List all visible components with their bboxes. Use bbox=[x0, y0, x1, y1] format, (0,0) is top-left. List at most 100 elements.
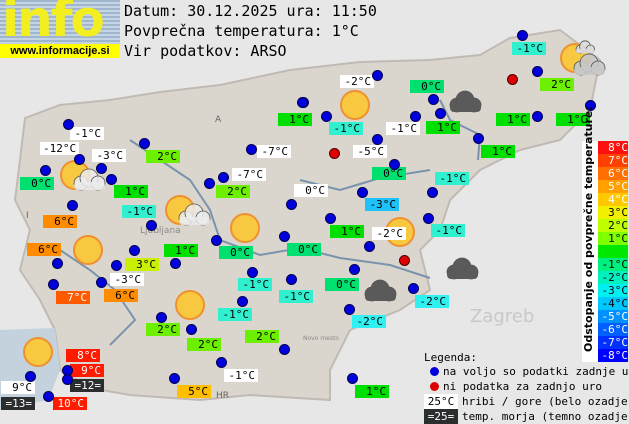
logo-url[interactable]: www.informacije.si bbox=[0, 44, 120, 58]
station-dot[interactable] bbox=[111, 260, 122, 271]
station-temperature: -3°C bbox=[365, 198, 399, 211]
station-dot[interactable] bbox=[297, 97, 308, 108]
station-dot[interactable] bbox=[347, 373, 358, 384]
scale-row: -6°C bbox=[598, 323, 628, 336]
station-dot[interactable] bbox=[435, 108, 446, 119]
station-dot[interactable] bbox=[532, 66, 543, 77]
station-dot[interactable] bbox=[40, 165, 51, 176]
station-temperature: 6°C bbox=[104, 289, 138, 302]
station-dot[interactable] bbox=[427, 187, 438, 198]
station-dot[interactable] bbox=[211, 235, 222, 246]
map-label-croatia: HR bbox=[216, 391, 229, 401]
station-dot[interactable] bbox=[247, 267, 258, 278]
station-temperature: -1°C bbox=[70, 127, 104, 140]
station-temperature: -5°C bbox=[353, 145, 387, 158]
station-dot-missing[interactable] bbox=[507, 74, 518, 85]
station-dot[interactable] bbox=[372, 134, 383, 145]
station-temperature: -2°C bbox=[372, 227, 406, 240]
station-temperature: =13= bbox=[1, 397, 35, 410]
station-dot[interactable] bbox=[170, 258, 181, 269]
station-dot[interactable] bbox=[96, 163, 107, 174]
station-dot[interactable] bbox=[129, 245, 140, 256]
station-dot[interactable] bbox=[67, 200, 78, 211]
station-dot-missing[interactable] bbox=[399, 255, 410, 266]
station-dot[interactable] bbox=[279, 344, 290, 355]
station-temperature: 2°C bbox=[245, 330, 279, 343]
scale-row: -3°C bbox=[598, 284, 628, 297]
station-temperature: 1°C bbox=[556, 113, 590, 126]
station-temperature: -1°C bbox=[279, 290, 313, 303]
map-label-austria: A bbox=[215, 115, 222, 125]
station-temperature: 9°C bbox=[70, 364, 104, 377]
station-dot[interactable] bbox=[349, 264, 360, 275]
station-dot[interactable] bbox=[62, 374, 73, 385]
station-dot[interactable] bbox=[286, 274, 297, 285]
sun-icon bbox=[23, 337, 53, 367]
legend-dark-text: temp. morja (temno ozadje) bbox=[462, 410, 629, 423]
station-dot[interactable] bbox=[372, 70, 383, 81]
map-label-italy: I bbox=[26, 211, 29, 221]
station-temperature: -1°C bbox=[218, 308, 252, 321]
station-dot[interactable] bbox=[156, 312, 167, 323]
station-dot[interactable] bbox=[585, 100, 596, 111]
station-temperature: -2°C bbox=[415, 295, 449, 308]
station-dot[interactable] bbox=[532, 111, 543, 122]
station-dot[interactable] bbox=[344, 304, 355, 315]
station-temperature: -1°C bbox=[238, 278, 272, 291]
station-temperature: 0°C bbox=[20, 177, 54, 190]
station-temperature: -1°C bbox=[224, 369, 258, 382]
sun-cloud-icon bbox=[60, 160, 106, 191]
station-dot[interactable] bbox=[96, 277, 107, 288]
station-dot[interactable] bbox=[389, 159, 400, 170]
red-dot-icon bbox=[430, 382, 439, 391]
station-temperature: 2°C bbox=[540, 78, 574, 91]
station-dot[interactable] bbox=[325, 213, 336, 224]
station-dot[interactable] bbox=[279, 231, 290, 242]
legend-white-text: hribi / gore (belo ozadje) bbox=[462, 395, 629, 408]
station-dot[interactable] bbox=[246, 144, 257, 155]
station-dot[interactable] bbox=[169, 373, 180, 384]
scale-row: -1°C bbox=[598, 258, 628, 271]
station-temperature: 1°C bbox=[114, 185, 148, 198]
station-temperature: 8°C bbox=[66, 349, 100, 362]
avg-temperature-line: Povprečna temperatura: 1°C bbox=[124, 22, 359, 40]
station-temperature: 7°C bbox=[56, 291, 90, 304]
dark-sample: =25= bbox=[424, 409, 458, 424]
station-dot[interactable] bbox=[428, 94, 439, 105]
scale-row: -4°C bbox=[598, 297, 628, 310]
station-temperature: 0°C bbox=[219, 246, 253, 259]
station-temperature: =12= bbox=[70, 379, 104, 392]
station-dot[interactable] bbox=[25, 371, 36, 382]
station-dot[interactable] bbox=[364, 241, 375, 252]
station-temperature: 1°C bbox=[330, 225, 364, 238]
scale-row: 7°C bbox=[598, 154, 628, 167]
station-temperature: 1°C bbox=[164, 244, 198, 257]
map-label-ljubljana: Ljubljana bbox=[140, 226, 181, 236]
dark-cloud-icon bbox=[364, 279, 397, 302]
station-dot[interactable] bbox=[63, 119, 74, 130]
station-dot[interactable] bbox=[423, 213, 434, 224]
station-dot[interactable] bbox=[218, 172, 229, 183]
station-dot[interactable] bbox=[216, 357, 227, 368]
station-dot[interactable] bbox=[204, 178, 215, 189]
date-line: Datum: 30.12.2025 ura: 11:50 bbox=[124, 2, 377, 20]
station-dot[interactable] bbox=[52, 258, 63, 269]
station-dot[interactable] bbox=[357, 187, 368, 198]
station-dot[interactable] bbox=[43, 391, 54, 402]
station-dot[interactable] bbox=[517, 30, 528, 41]
station-dot[interactable] bbox=[408, 283, 419, 294]
scale-row: 6°C bbox=[598, 167, 628, 180]
station-dot[interactable] bbox=[473, 133, 484, 144]
station-dot[interactable] bbox=[106, 174, 117, 185]
logo[interactable]: info www.informacije.si bbox=[0, 0, 120, 58]
station-dot[interactable] bbox=[139, 138, 150, 149]
station-dot[interactable] bbox=[410, 111, 421, 122]
station-dot[interactable] bbox=[146, 220, 157, 231]
station-dot[interactable] bbox=[48, 279, 59, 290]
station-dot[interactable] bbox=[321, 111, 332, 122]
station-dot[interactable] bbox=[74, 154, 85, 165]
station-dot[interactable] bbox=[186, 324, 197, 335]
station-dot[interactable] bbox=[286, 199, 297, 210]
station-dot[interactable] bbox=[237, 296, 248, 307]
station-dot-missing[interactable] bbox=[329, 148, 340, 159]
